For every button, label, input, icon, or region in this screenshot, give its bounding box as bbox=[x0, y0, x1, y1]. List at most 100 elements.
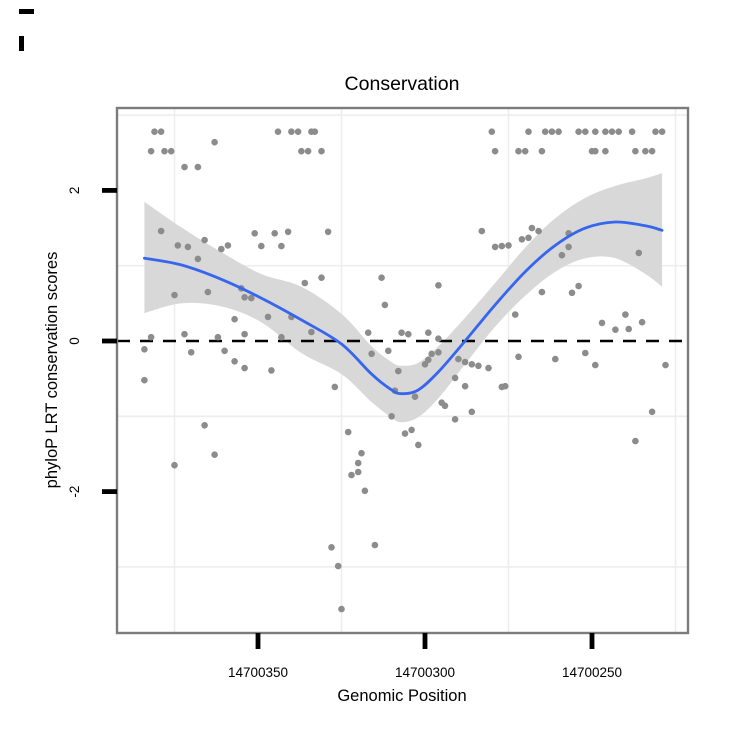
data-point bbox=[148, 334, 155, 341]
data-point bbox=[542, 128, 549, 135]
data-point bbox=[582, 128, 589, 135]
data-point bbox=[659, 128, 666, 135]
data-point bbox=[582, 350, 589, 357]
data-point bbox=[539, 148, 546, 155]
y-tick-mark bbox=[102, 188, 117, 193]
data-point bbox=[211, 451, 218, 458]
data-point bbox=[171, 292, 178, 299]
data-point bbox=[278, 334, 285, 341]
data-point bbox=[639, 319, 646, 326]
data-point bbox=[402, 430, 409, 437]
data-point bbox=[348, 472, 355, 479]
data-point bbox=[462, 359, 469, 366]
y-axis-label: phyloP LRT conservation scores bbox=[43, 252, 61, 489]
data-point bbox=[318, 274, 325, 281]
x-tick-label: 14700250 bbox=[562, 665, 622, 680]
data-point bbox=[345, 429, 352, 436]
data-point bbox=[181, 331, 188, 338]
data-point bbox=[428, 351, 435, 358]
data-point bbox=[231, 358, 238, 365]
data-point bbox=[318, 148, 325, 155]
data-point bbox=[525, 128, 532, 135]
data-point bbox=[201, 422, 208, 429]
data-point bbox=[632, 148, 639, 155]
data-point bbox=[151, 128, 158, 135]
data-point bbox=[355, 460, 362, 467]
data-point bbox=[168, 148, 175, 155]
data-point bbox=[469, 361, 476, 368]
data-point bbox=[599, 320, 606, 327]
data-point bbox=[575, 283, 582, 290]
data-point bbox=[629, 128, 636, 135]
data-point bbox=[549, 128, 556, 135]
data-point bbox=[362, 488, 369, 495]
data-point bbox=[612, 326, 619, 333]
data-point bbox=[215, 334, 222, 341]
data-point bbox=[355, 469, 362, 476]
data-point bbox=[271, 230, 278, 237]
data-point bbox=[171, 462, 178, 469]
data-point bbox=[161, 148, 168, 155]
data-point bbox=[642, 148, 649, 155]
data-point bbox=[575, 128, 582, 135]
data-point bbox=[258, 243, 265, 250]
data-point bbox=[525, 235, 532, 242]
x-tick-mark bbox=[590, 633, 595, 649]
data-point bbox=[378, 274, 385, 281]
data-point bbox=[499, 384, 506, 391]
data-point bbox=[452, 416, 459, 423]
data-point bbox=[539, 289, 546, 296]
data-point bbox=[652, 128, 659, 135]
data-point bbox=[251, 230, 258, 237]
corner-tick-horizontal bbox=[19, 9, 34, 14]
data-point bbox=[492, 148, 499, 155]
data-point bbox=[522, 148, 529, 155]
data-point bbox=[302, 280, 309, 287]
data-point bbox=[308, 329, 315, 336]
x-tick-label: 14700300 bbox=[395, 665, 455, 680]
data-point bbox=[288, 128, 295, 135]
data-point bbox=[555, 128, 562, 135]
data-point bbox=[385, 348, 392, 355]
x-tick-mark bbox=[256, 633, 261, 649]
y-tick-mark bbox=[102, 339, 117, 344]
data-point bbox=[158, 228, 165, 235]
data-point bbox=[365, 329, 372, 336]
data-point bbox=[615, 128, 622, 135]
data-point bbox=[435, 282, 442, 289]
data-point bbox=[268, 367, 275, 374]
data-point bbox=[298, 148, 305, 155]
data-point bbox=[241, 294, 248, 301]
data-point bbox=[312, 128, 319, 135]
data-point bbox=[185, 244, 192, 251]
data-point bbox=[231, 316, 238, 323]
data-point bbox=[505, 242, 512, 249]
data-point bbox=[475, 363, 482, 370]
data-point bbox=[592, 362, 599, 369]
conservation-scatter-plot: 14700350147003001470025020-2 Conservatio… bbox=[0, 0, 750, 750]
data-point bbox=[492, 244, 499, 251]
data-point bbox=[489, 128, 496, 135]
data-point bbox=[609, 128, 616, 135]
data-point bbox=[195, 164, 202, 171]
data-point bbox=[479, 228, 486, 235]
data-point bbox=[158, 128, 165, 135]
data-point bbox=[328, 544, 335, 551]
data-point bbox=[462, 383, 469, 390]
chart-title: Conservation bbox=[345, 73, 460, 95]
data-point bbox=[515, 354, 522, 361]
data-point bbox=[398, 329, 405, 336]
data-point bbox=[275, 128, 282, 135]
x-tick-mark bbox=[423, 633, 428, 649]
data-point bbox=[636, 250, 643, 257]
data-point bbox=[248, 295, 255, 302]
data-point bbox=[412, 393, 419, 400]
data-point bbox=[415, 442, 422, 449]
data-point bbox=[565, 244, 572, 251]
data-point bbox=[325, 229, 332, 236]
data-point bbox=[218, 246, 225, 253]
data-point bbox=[335, 563, 342, 570]
data-point bbox=[338, 606, 345, 613]
data-point bbox=[382, 302, 389, 309]
y-tick-label: 2 bbox=[67, 187, 82, 195]
